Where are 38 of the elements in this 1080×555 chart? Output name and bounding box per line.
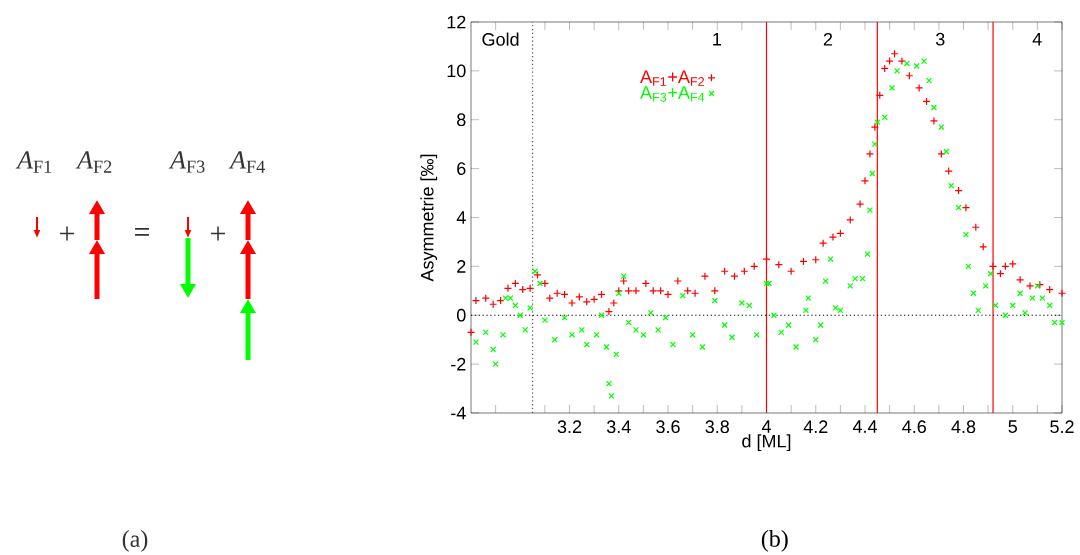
legend-label: A$_{F1}$+A$_{F2}$ <box>640 70 704 86</box>
text: A$_{F2}$ <box>75 151 112 173</box>
annotation: 4 <box>1032 33 1042 46</box>
x-tick-label: 4.6 <box>902 420 926 434</box>
x-tick-label: 3.4 <box>606 420 631 434</box>
x-tick-label: 4.8 <box>951 420 976 434</box>
x-tick-label: 3.6 <box>656 420 680 434</box>
text: A$_{F4}$ <box>228 151 265 173</box>
y-tick-label: 2 <box>457 260 466 273</box>
y-tick-label: 4 <box>456 211 466 224</box>
text: + <box>211 226 226 241</box>
y-tick-label: -4 <box>451 406 466 420</box>
annotation: 3 <box>935 32 945 46</box>
text: (b) <box>761 529 788 552</box>
x-tick-label: 4 <box>761 420 771 433</box>
x-tick-label: 4.2 <box>803 420 828 433</box>
y-tick-label: 12 <box>447 15 466 29</box>
y-tick-label: 0 <box>457 308 466 322</box>
annotation: 2 <box>823 32 833 46</box>
y-axis-title: Asymmetrie [‰] <box>420 154 438 282</box>
y-tick-label: -2 <box>451 357 466 371</box>
y-tick-label: 6 <box>457 162 466 175</box>
y-tick-label: 10 <box>447 64 466 78</box>
x-tick-label: 3.2 <box>557 420 582 434</box>
x-tick-label: 3.8 <box>705 420 729 434</box>
text: + <box>60 226 75 241</box>
annotation: 1 <box>713 33 721 46</box>
x-axis-title: d [ML] <box>742 434 791 452</box>
text: = <box>135 228 150 236</box>
text: A$_{F1}$ <box>15 151 52 173</box>
text: (a) <box>122 530 148 552</box>
x-tick-label: 5.2 <box>1050 420 1074 434</box>
text: A$_{F3}$ <box>168 151 205 173</box>
annotation: Gold <box>482 32 519 46</box>
legend-label: A$_{F3}$+A$_{F4}$ <box>640 86 705 102</box>
x-tick-label: 5 <box>1008 420 1018 433</box>
x-tick-label: 4.4 <box>852 420 877 433</box>
y-tick-label: 8 <box>457 113 466 127</box>
